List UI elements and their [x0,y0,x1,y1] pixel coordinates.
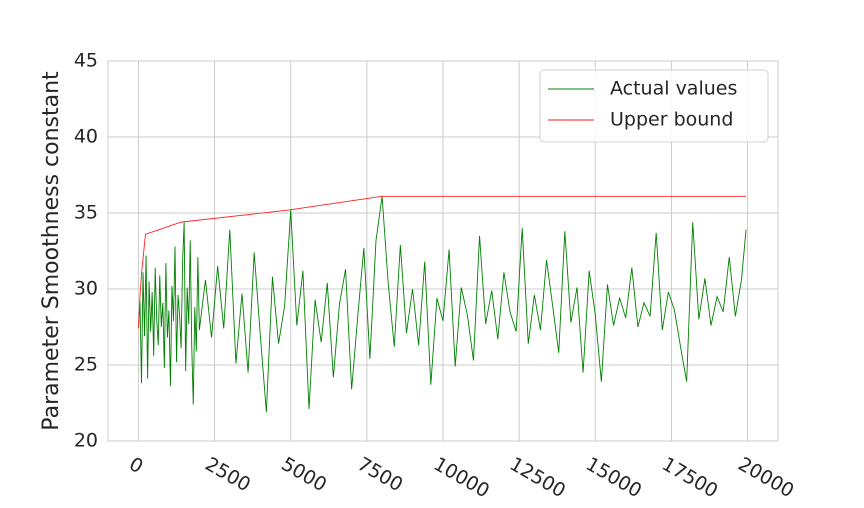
y-tick-label: 40 [74,126,98,148]
legend-label: Upper bound [610,109,733,131]
y-axis-label: Parameter Smoothness constant [39,71,64,431]
y-tick-label: 35 [74,202,98,224]
legend-box [539,69,769,143]
x-tick-label: 10000 [430,453,493,502]
x-tick-label: 17500 [658,453,721,502]
line-series [138,195,747,329]
y-tick-label: 45 [74,50,98,72]
y-tick-label: 20 [74,430,98,452]
x-tick-label: 2500 [201,453,254,496]
plot-frame [107,60,779,442]
x-tick-label: 0 [125,453,146,478]
x-tick-label: 5000 [277,453,330,496]
line-series [138,196,747,413]
x-tick-label: 7500 [354,453,407,496]
x-tick-label: 15000 [582,453,645,502]
x-tick-label: 12500 [506,453,569,502]
x-tick-label: 20000 [734,453,797,502]
legend-label: Actual values [610,78,737,100]
y-tick-label: 30 [74,278,98,300]
y-tick-label: 25 [74,354,98,376]
